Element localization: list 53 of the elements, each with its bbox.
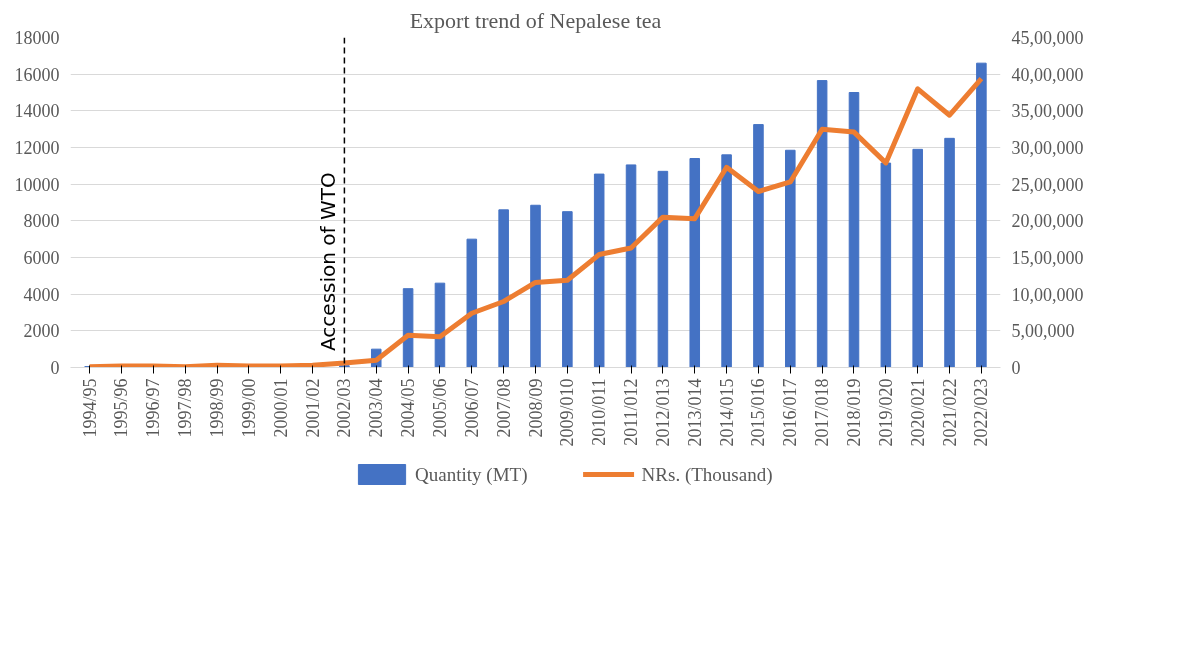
x-tick-label: 2008/09 (525, 378, 546, 438)
x-tick-label: 2022/023 (971, 378, 992, 447)
x-tick-label: 2004/05 (398, 378, 419, 438)
y2-tick-label: 40,00,000 (1011, 64, 1084, 85)
y-tick-label: 6000 (23, 248, 60, 268)
y-tick-label: 10000 (14, 174, 60, 195)
y2-tick-label: 35,00,000 (1011, 101, 1084, 122)
x-tick-label: 1994/95 (79, 378, 100, 438)
x-tick-label: 2011/012 (621, 378, 642, 446)
x-tick-label: 2006/07 (461, 378, 482, 438)
x-tick-label: 2010/011 (589, 378, 610, 446)
x-tick-label: 1995/96 (111, 378, 132, 438)
x-tick-label: 1996/97 (143, 378, 164, 438)
x-tick-label: 2014/015 (716, 378, 737, 447)
y-tick-label: 0 (50, 358, 60, 378)
y2-tick-label: 30,00,000 (1011, 138, 1084, 158)
y2-tick-label: 20,00,000 (1011, 211, 1084, 232)
y2-tick-label: 0 (1011, 358, 1021, 378)
x-tick-label: 2021/022 (939, 378, 960, 447)
x-tick-label: 1999/00 (238, 378, 259, 438)
x-tick-label: 2012/013 (652, 378, 673, 447)
x-tick-label: 2000/01 (270, 378, 291, 438)
y2-tick-label: 25,00,000 (1011, 174, 1084, 195)
x-tick-label: 2001/02 (302, 378, 323, 438)
x-tick-label: 2003/04 (366, 378, 387, 438)
x-tick-label: 2015/016 (748, 378, 769, 447)
chart-title: Export trend of Nepalese tea (409, 7, 662, 33)
x-tick-label: 2013/014 (684, 378, 705, 447)
legend-label: NRs. (Thousand) (641, 464, 773, 486)
y-tick-label: 14000 (14, 101, 60, 122)
y-tick-label: 2000 (23, 321, 60, 342)
x-tick-label: 2018/019 (843, 378, 864, 447)
legend-label: Quantity (MT) (415, 464, 528, 486)
x-tick-label: 2005/06 (429, 378, 450, 438)
y2-tick-label: 10,00,000 (1011, 284, 1084, 305)
y-tick-label: 8000 (23, 211, 60, 232)
x-tick-label: 2016/017 (780, 378, 801, 447)
x-tick-label: 2019/020 (875, 378, 896, 447)
x-tick-label: 2020/021 (907, 378, 928, 447)
ref-line-label: Accession of WTO (316, 172, 341, 351)
y-tick-label: 12000 (14, 138, 60, 158)
y2-tick-label: 45,00,000 (1011, 28, 1084, 48)
y-tick-label: 4000 (23, 284, 60, 305)
y2-tick-label: 15,00,000 (1011, 248, 1084, 268)
x-tick-label: 2002/03 (334, 378, 355, 438)
y-tick-label: 16000 (14, 64, 60, 85)
x-tick-label: 2007/08 (493, 378, 514, 438)
x-tick-label: 1998/99 (207, 378, 228, 438)
x-tick-label: 2009/010 (557, 378, 578, 447)
x-tick-label: 1997/98 (175, 378, 196, 438)
x-tick-label: 2017/018 (812, 378, 833, 447)
y-tick-label: 18000 (14, 28, 60, 48)
y2-tick-label: 5,00,000 (1011, 321, 1075, 342)
